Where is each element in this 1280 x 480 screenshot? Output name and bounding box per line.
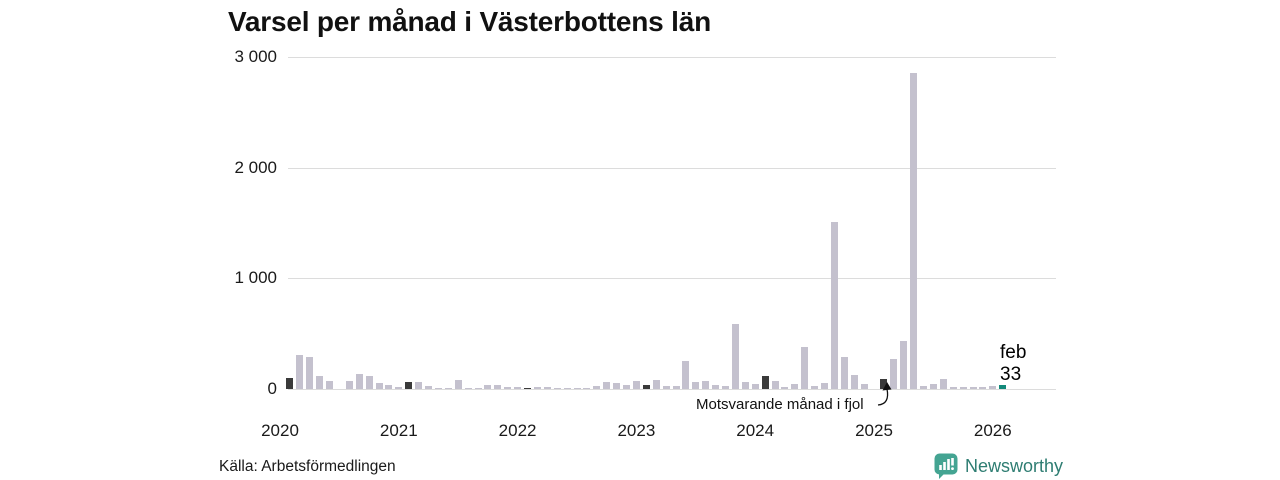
bar-2025-08 bbox=[939, 379, 947, 389]
chart-title: Varsel per månad i Västerbottens län bbox=[228, 6, 711, 37]
x-tick-label-2024: 2024 bbox=[736, 421, 775, 440]
bar-2020-08 bbox=[345, 381, 353, 389]
bar-2022-07 bbox=[573, 388, 581, 389]
bar-2025-07 bbox=[929, 384, 937, 389]
bar-2021-08 bbox=[464, 387, 472, 389]
bar-2020-02 bbox=[286, 377, 294, 389]
source-note: Källa: Arbetsförmedlingen bbox=[219, 458, 396, 475]
x-tick-label-2026: 2026 bbox=[973, 421, 1012, 440]
bar-2021-04 bbox=[425, 386, 432, 389]
current-month-label: feb bbox=[1000, 342, 1027, 363]
x-tick-label-2020: 2020 bbox=[261, 421, 299, 440]
bar-2020-10 bbox=[365, 376, 373, 389]
bar-2024-03 bbox=[771, 380, 779, 389]
bar-2023-09 bbox=[712, 385, 720, 389]
bar-2023-12 bbox=[741, 382, 749, 389]
bar-2022-09 bbox=[593, 385, 601, 389]
bar-2024-10 bbox=[840, 356, 848, 389]
bar-2024-04 bbox=[781, 386, 789, 389]
bar-2023-01 bbox=[632, 380, 640, 389]
bar-2021-09 bbox=[474, 388, 482, 389]
bar-2023-04 bbox=[662, 385, 670, 389]
bar-2025-09 bbox=[949, 386, 957, 389]
current-value: 33 bbox=[1000, 364, 1022, 385]
annotation-arrow-icon bbox=[877, 382, 892, 406]
current-value-label: feb 33 bbox=[1000, 342, 1026, 386]
bar-2024-09 bbox=[830, 221, 838, 389]
bar-2020-11 bbox=[375, 382, 383, 389]
bar-2023-08 bbox=[702, 380, 710, 389]
bar-2021-05 bbox=[434, 387, 442, 389]
bar-2024-07 bbox=[811, 385, 819, 389]
bar-2020-06 bbox=[326, 380, 333, 389]
bar-2023-11 bbox=[731, 323, 739, 389]
bar-2023-03 bbox=[652, 379, 660, 389]
bar-2022-03 bbox=[533, 386, 541, 389]
bar-2020-05 bbox=[316, 376, 324, 389]
bar-2025-06 bbox=[920, 386, 927, 389]
bar-2022-06 bbox=[563, 388, 571, 389]
bar-2023-07 bbox=[692, 381, 700, 389]
y-tick-label-1000: 1 000 bbox=[234, 268, 277, 288]
annotation-last-year: Motsvarande månad i fjol bbox=[696, 396, 864, 413]
bar-2022-02 bbox=[524, 387, 531, 389]
bar-2022-01 bbox=[514, 387, 522, 389]
bar-2023-10 bbox=[722, 385, 729, 389]
gridline-2000 bbox=[288, 167, 1056, 169]
bar-2026-02 bbox=[999, 385, 1007, 389]
bar-2020-12 bbox=[385, 385, 393, 389]
bar-2024-11 bbox=[850, 375, 858, 389]
x-tick-label-2021: 2021 bbox=[379, 421, 418, 440]
bar-2021-07 bbox=[454, 379, 462, 389]
bar-2025-12 bbox=[979, 386, 987, 389]
y-tick-label-3000: 3 000 bbox=[234, 47, 277, 66]
bar-2022-08 bbox=[583, 387, 591, 389]
bar-2023-05 bbox=[672, 386, 680, 389]
x-tick-label-2022: 2022 bbox=[498, 421, 537, 440]
bar-2022-11 bbox=[613, 382, 621, 389]
bar-2021-06 bbox=[444, 387, 452, 389]
bar-2023-02 bbox=[642, 384, 650, 389]
bar-2025-10 bbox=[959, 387, 967, 389]
bar-2021-12 bbox=[504, 386, 512, 389]
bar-2025-04 bbox=[900, 340, 908, 389]
bar-2021-10 bbox=[484, 385, 492, 389]
y-tick-label-2000: 2 000 bbox=[234, 157, 277, 177]
bar-2024-05 bbox=[791, 384, 799, 389]
y-tick-label-0: 0 bbox=[267, 379, 277, 398]
brand-logo: Newsworthy bbox=[934, 453, 1063, 479]
x-tick-label-2025: 2025 bbox=[855, 421, 893, 440]
bar-2022-05 bbox=[553, 388, 561, 389]
bar-2025-02 bbox=[880, 379, 888, 389]
bar-2021-01 bbox=[395, 386, 403, 389]
bar-2024-06 bbox=[801, 346, 809, 389]
brand-name: Newsworthy bbox=[965, 455, 1064, 476]
bar-2021-02 bbox=[405, 382, 413, 389]
bar-2024-12 bbox=[860, 384, 868, 389]
bar-2023-06 bbox=[682, 361, 690, 389]
bar-2020-09 bbox=[355, 373, 363, 389]
bar-2024-08 bbox=[821, 382, 828, 389]
bar-2025-03 bbox=[890, 359, 898, 389]
bar-2025-05 bbox=[910, 72, 918, 389]
newsworthy-logo-icon bbox=[934, 453, 958, 479]
bar-2021-11 bbox=[494, 385, 502, 389]
bar-2022-12 bbox=[623, 384, 630, 389]
bar-2022-04 bbox=[543, 387, 551, 389]
bar-2025-11 bbox=[969, 386, 977, 389]
bar-2022-10 bbox=[603, 382, 611, 389]
gridline-0 bbox=[288, 389, 1056, 390]
gridline-3000 bbox=[288, 57, 1056, 58]
gridline-1000 bbox=[288, 278, 1056, 280]
bar-2020-03 bbox=[296, 354, 304, 389]
x-tick-label-2023: 2023 bbox=[617, 421, 656, 440]
bar-2020-04 bbox=[306, 356, 314, 389]
bar-2024-02 bbox=[761, 376, 769, 389]
bar-2021-03 bbox=[415, 381, 423, 389]
bar-2024-01 bbox=[751, 384, 759, 389]
bar-2026-01 bbox=[989, 385, 997, 389]
